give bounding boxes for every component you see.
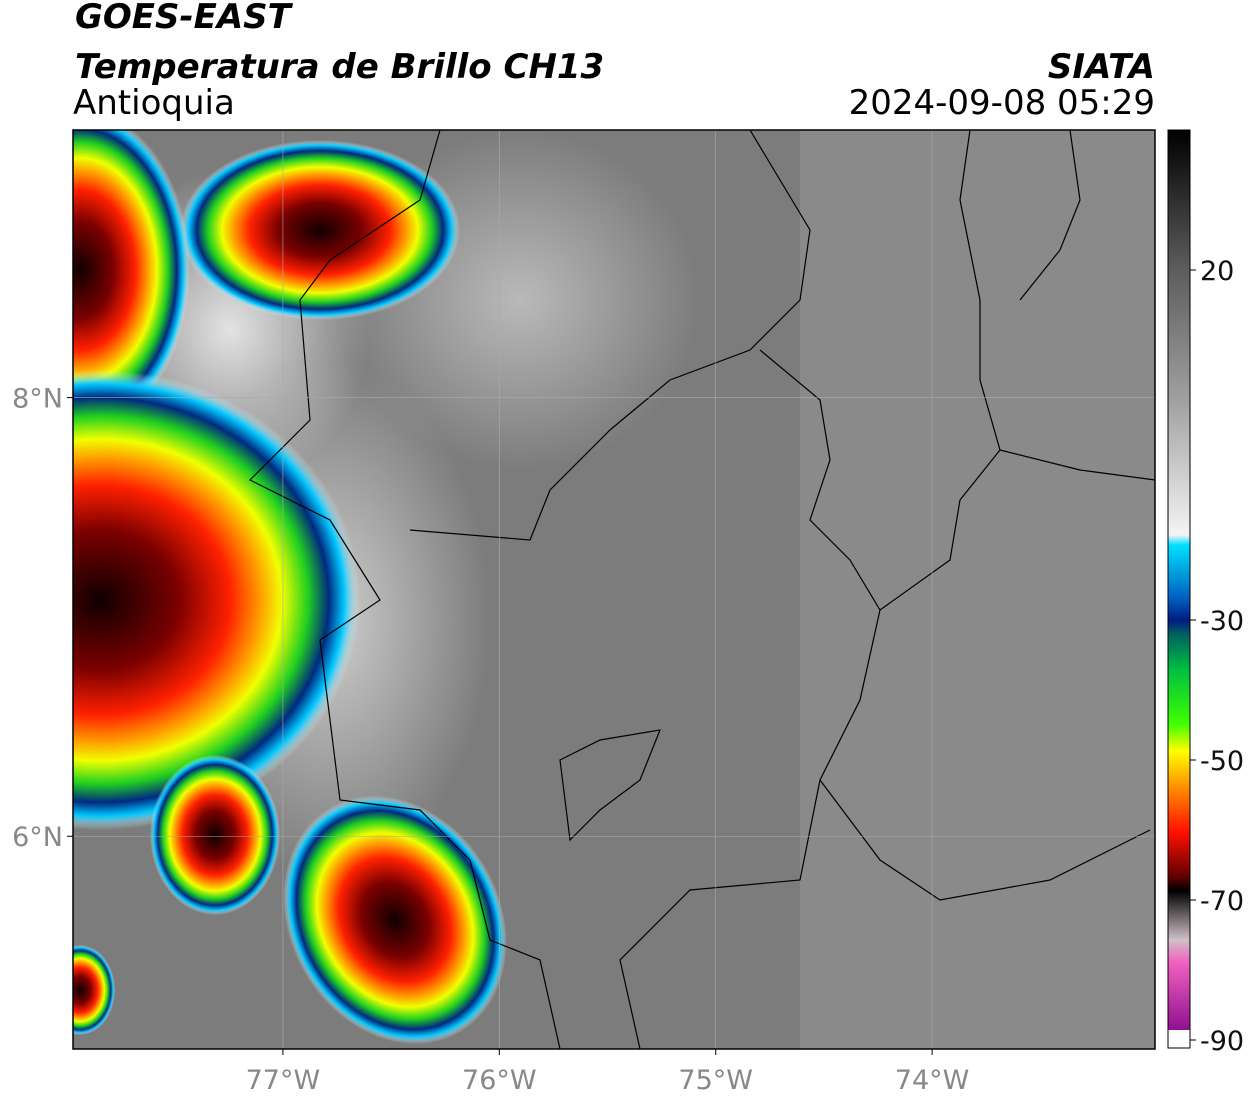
storm-cell [73,130,190,430]
storm-cell [150,755,280,915]
map-imagery [73,130,1155,1049]
colorbar-ticks: 20 -30 -50 -70 -90 [1190,256,1244,1057]
y-tick-label: 8°N [12,384,63,415]
storm-cell [73,945,115,1035]
x-tick-label: 76°W [462,1065,537,1096]
region: Antioquia [73,83,235,123]
timestamp: 2024-09-08 05:29 [849,83,1155,123]
x-tick-label: 74°W [895,1065,970,1096]
source: SIATA [1048,47,1155,87]
colorbar-tick-label: -70 [1200,886,1244,917]
map-frame [72,129,1156,1050]
title: GOES-EAST [75,0,294,37]
storm-cell [283,795,507,1045]
colorbar-under [1168,1030,1190,1048]
x-tick-label: 77°W [246,1065,321,1096]
borders [248,130,1155,1049]
colorbar-tick-label: -90 [1200,1026,1244,1057]
colorbar [1168,130,1190,1030]
y-tick-label: 6°N [12,822,63,853]
graticule: 77°W 76°W 75°W 74°W 8°N 6°N [12,130,1155,1096]
subtitle: Temperatura de Brillo CH13 [75,47,604,87]
colorbar-tick-label: 20 [1200,256,1234,287]
colorbar-tick-label: -50 [1200,746,1244,777]
background-east [800,130,1155,1049]
storm-cell [73,370,360,830]
storm-cell [180,140,460,320]
colorbar-tick-label: -30 [1200,606,1244,637]
colorbar-frame [1167,129,1191,1049]
x-tick-label: 75°W [678,1065,753,1096]
